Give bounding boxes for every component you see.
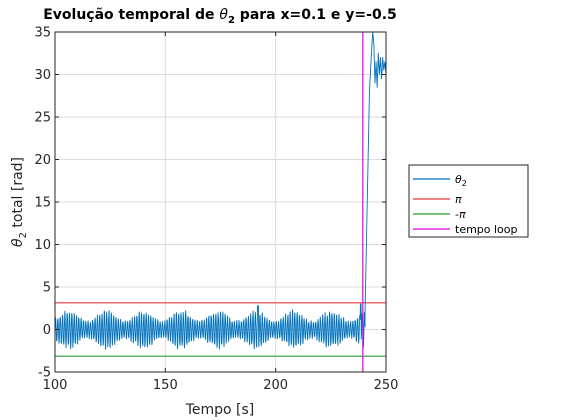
y-tick-label: 0 <box>43 323 51 338</box>
ticks: 100 150 200 250 -5 0 5 10 15 20 25 30 35 <box>34 26 398 394</box>
y-tick-label: 30 <box>34 68 51 83</box>
series-layer <box>54 31 387 372</box>
x-tick-label: 250 <box>374 378 399 393</box>
legend-box <box>408 164 529 238</box>
x-axis-label: Tempo [s] <box>185 402 255 418</box>
chart-title: Evolução temporal de θ2 para x=0.1 e y=-… <box>43 7 397 26</box>
legend-label-theta2: θ2 <box>455 173 467 188</box>
x-tick-label: 100 <box>43 378 68 393</box>
y-axis-label: θ2 total [rad] <box>10 157 29 247</box>
y-tick-label: 10 <box>34 238 51 253</box>
theta2-series-line <box>54 31 387 350</box>
x-tick-label: 150 <box>153 378 178 393</box>
x-tick-label: 200 <box>263 378 288 393</box>
y-tick-label: 5 <box>43 281 51 296</box>
y-tick-label: 20 <box>34 153 51 168</box>
legend-label-minus-pi: -π <box>455 208 466 221</box>
y-tick-label: 35 <box>34 26 51 41</box>
y-tick-label: 15 <box>34 196 51 211</box>
y-tick-label: -5 <box>38 366 51 381</box>
legend-label-pi: π <box>455 193 462 206</box>
y-tick-label: 25 <box>34 111 51 126</box>
legend-label-tempo-loop: tempo loop <box>455 223 518 236</box>
legend: θ2 π -π tempo loop <box>408 164 529 238</box>
